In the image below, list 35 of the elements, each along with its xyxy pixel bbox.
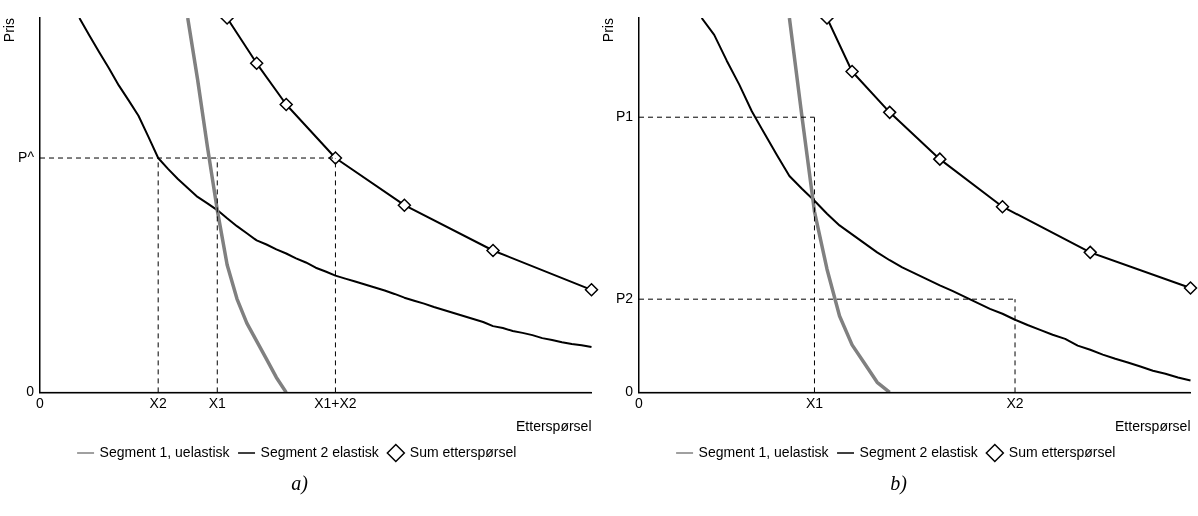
- ref-line-label: P2: [615, 290, 634, 307]
- x-tick-label: X1: [805, 394, 824, 411]
- ref-line-label: 0: [26, 383, 35, 400]
- point: [249, 56, 264, 71]
- legend-label: Sum etterspørsel: [409, 443, 517, 460]
- text: b): [889, 472, 908, 495]
- point: [882, 105, 897, 120]
- legend-label: Segment 1, uelastisk: [99, 443, 231, 460]
- point: [397, 198, 412, 212]
- point: [1183, 281, 1198, 295]
- x-tick-label: X2: [149, 394, 167, 411]
- x-tick-label: X1: [208, 394, 227, 411]
- x-tick-label: X1+X2: [314, 394, 357, 411]
- legend-label: Segment 1, uelastisk: [698, 443, 830, 460]
- legend-label: Segment 2 elastisk: [260, 443, 380, 460]
- x-tick-label: 0: [36, 394, 45, 411]
- point: [279, 97, 293, 112]
- x-tick-label: 0: [635, 394, 644, 411]
- x-axis-title: Etterspørsel: [516, 418, 592, 435]
- legend-label: Segment 2 elastisk: [859, 443, 979, 460]
- point: [584, 283, 599, 297]
- text: a): [290, 472, 309, 495]
- point: [1083, 245, 1097, 260]
- y-axis-title: Pris: [1, 18, 18, 43]
- point: [486, 243, 500, 258]
- x-tick-label: X2: [1006, 394, 1024, 411]
- point: [995, 199, 1010, 214]
- ref-line-label: 0: [625, 383, 634, 400]
- point: [845, 64, 859, 79]
- ref-line-label: P1: [615, 108, 634, 125]
- point: [933, 152, 947, 166]
- legend-label: Sum etterspørsel: [1008, 443, 1116, 460]
- ref-line-label: P^: [18, 148, 35, 165]
- y-axis-title: Pris: [600, 18, 617, 43]
- x-axis-title: Etterspørsel: [1115, 418, 1191, 435]
